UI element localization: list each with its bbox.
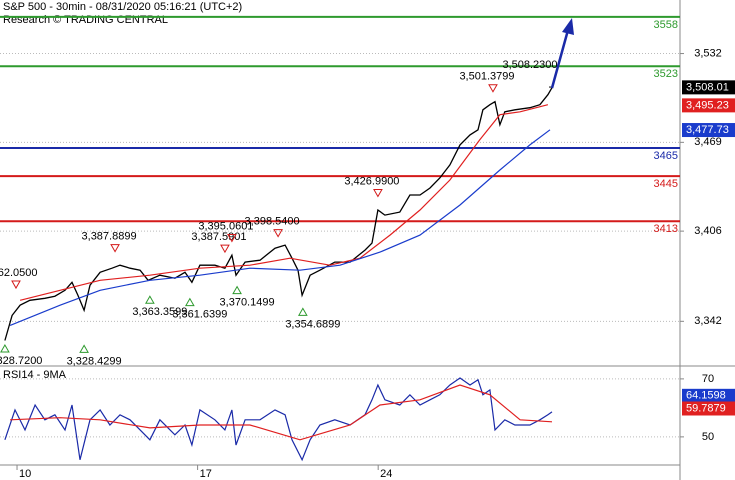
annotation-label: 3,328.4299 (67, 355, 122, 367)
annotation-label: 3,328.7200 (0, 355, 42, 367)
y-tick-label: 3,532 (694, 47, 722, 59)
value-tag-label: 3,508.01 (686, 81, 729, 93)
annotation-label: 3,395.0601 (198, 220, 253, 232)
annotation-label: 3,508.2300 (502, 59, 557, 71)
annotation-label: 3,501.3799 (459, 71, 514, 83)
annotation-label: 3,354.6899 (285, 318, 340, 330)
series-line (4, 87, 553, 341)
level-label: 3523 (654, 68, 678, 80)
trough-marker (232, 285, 242, 295)
value-tag-label: 64.1598 (686, 390, 726, 402)
x-tick-label: 24 (380, 468, 392, 480)
y-tick-label: 3,406 (694, 225, 722, 237)
trough-marker (79, 344, 89, 353)
value-tag-label: 3,495.23 (686, 99, 729, 111)
y-tick-label: 50 (702, 431, 714, 443)
value-tag (682, 98, 735, 113)
trough-marker (145, 295, 155, 304)
x-tick-label: 17 (200, 468, 212, 480)
value-tag (682, 123, 735, 138)
value-tag (682, 80, 735, 95)
trough-marker (297, 307, 308, 316)
peak-marker (488, 84, 498, 93)
annotation-label: 3,426.9900 (344, 175, 399, 187)
value-tag-label: 3,477.73 (686, 124, 729, 136)
y-tick-label: 3,469 (694, 136, 722, 148)
trough-marker (185, 297, 195, 307)
annotation-label: 3,387.5901 (191, 231, 246, 243)
level-label: 3558 (654, 19, 678, 31)
value-tag (682, 401, 735, 416)
peak-marker (110, 244, 120, 253)
y-tick-label: 3,342 (694, 315, 722, 327)
annotation-label: 3,363.3599 (132, 306, 187, 318)
chart-subtitle: Research © TRADING CENTRAL (3, 14, 168, 26)
series-line (4, 377, 553, 462)
annotation-label: 3,387.8899 (82, 231, 137, 243)
annotation-label: 3,362.0500 (0, 267, 38, 279)
annotation-point (549, 86, 551, 88)
peak-marker (220, 244, 230, 254)
peak-marker (227, 234, 237, 243)
level-label: 3445 (654, 178, 678, 190)
series-line (19, 104, 549, 301)
value-tag (682, 388, 735, 403)
trend-arrow (550, 29, 570, 89)
series-line (9, 129, 551, 326)
y-tick-label: 70 (702, 373, 714, 385)
panel-title: RSI14 - 9MA (3, 369, 67, 381)
level-label: 3465 (654, 150, 678, 162)
annotation-label: 3,361.6399 (172, 309, 227, 321)
series-line (10, 384, 553, 441)
trough-marker (0, 344, 10, 353)
trend-arrow-head (562, 18, 574, 35)
peak-marker (373, 189, 383, 198)
annotation-label: 3,370.1499 (220, 297, 275, 309)
peak-marker (273, 229, 283, 238)
chart-title: S&P 500 - 30min - 08/31/2020 05:16:21 (U… (3, 1, 242, 13)
peak-marker (11, 280, 21, 290)
x-tick-label: 10 (19, 468, 31, 480)
level-label: 3413 (654, 223, 678, 235)
value-tag-label: 59.7879 (686, 402, 726, 414)
annotation-label: 3,398.5400 (245, 216, 300, 228)
